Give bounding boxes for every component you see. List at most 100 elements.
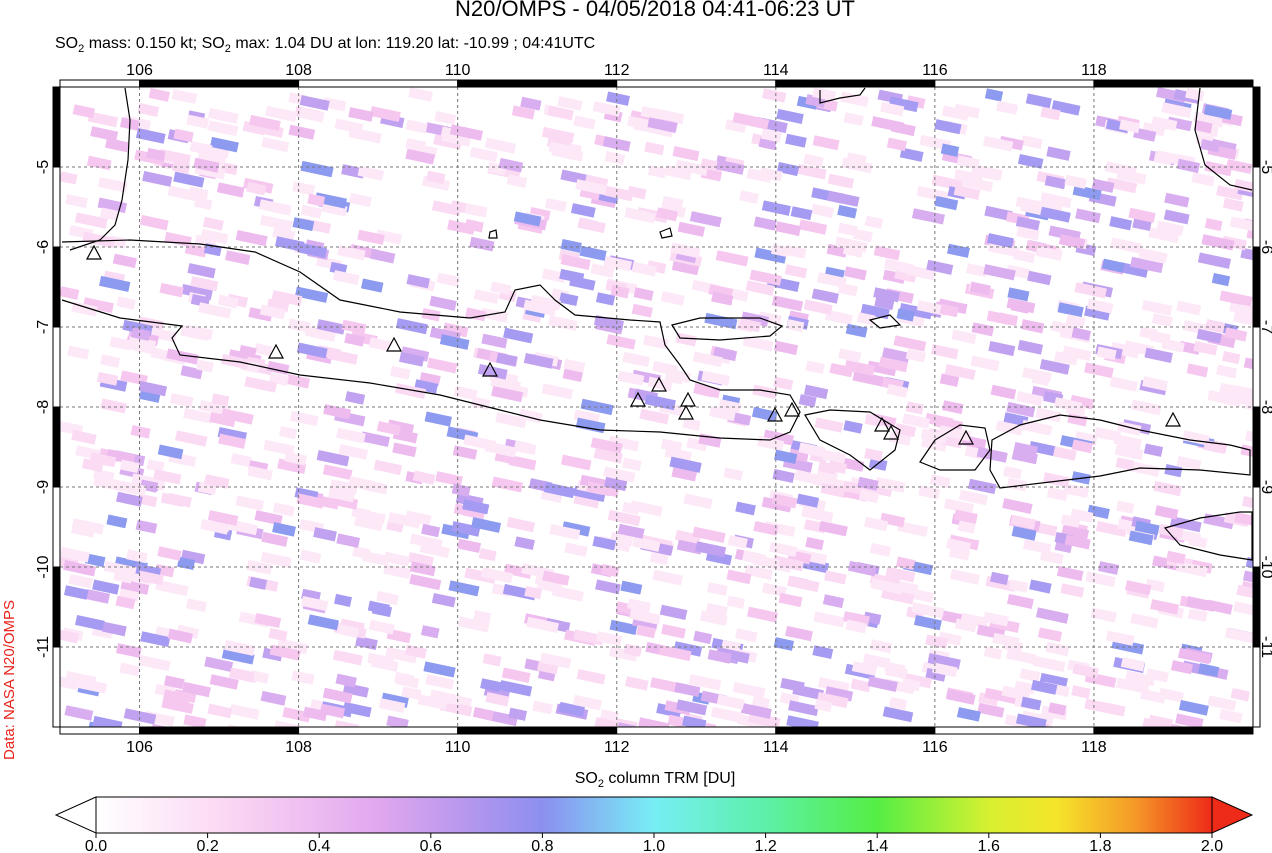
so2-pixel (784, 264, 808, 279)
so2-pixel (658, 644, 692, 662)
so2-pixel (652, 569, 683, 586)
so2-pixel (1035, 245, 1063, 261)
so2-pixel (958, 489, 989, 506)
so2-pixel (805, 536, 824, 551)
so2-pixel (943, 498, 975, 515)
so2-pixel (860, 303, 890, 320)
so2-pixel (319, 703, 346, 719)
so2-pixel (796, 163, 827, 180)
so2-pixel (344, 332, 365, 347)
so2-pixel (1151, 313, 1173, 327)
so2-pixel (409, 573, 442, 591)
so2-pixel (803, 299, 833, 315)
so2-pixel (371, 603, 393, 618)
island (488, 227, 902, 329)
y-tick-label: -8 (35, 400, 52, 414)
so2-pixel (1193, 120, 1213, 134)
so2-pixel (1128, 207, 1156, 223)
so2-pixel (1203, 104, 1233, 120)
frame-bar (52, 646, 61, 728)
so2-pixel (811, 203, 835, 218)
frame-bar (1093, 79, 1254, 88)
so2-pixel (1014, 680, 1036, 695)
so2-pixel (128, 335, 157, 352)
so2-pixel (606, 334, 636, 350)
colorbar-label-part: 2 (598, 778, 604, 790)
so2-pixel (260, 551, 292, 568)
so2-pixel (166, 348, 199, 365)
so2-pixel (207, 107, 239, 124)
frame-bar (298, 726, 459, 735)
so2-pixel (1115, 457, 1135, 471)
so2-pixel (249, 576, 268, 590)
so2-pixel (864, 516, 889, 532)
so2-pixel (984, 687, 1017, 704)
so2-pixel (1010, 300, 1031, 314)
so2-pixel (439, 334, 470, 350)
so2-pixel (716, 647, 750, 664)
so2-pixel (881, 347, 910, 363)
so2-pixel (161, 697, 194, 714)
so2-pixel (856, 312, 876, 326)
so2-pixel (246, 181, 267, 196)
so2-pixel (360, 431, 390, 448)
so2-pixel (711, 291, 734, 306)
so2-pixel (572, 694, 603, 711)
so2-pixel (307, 193, 326, 207)
so2-pixel (984, 88, 1004, 102)
frame-bar (616, 79, 777, 88)
so2-pixel (1229, 216, 1253, 233)
x-tick-label: 110 (445, 739, 471, 756)
so2-pixel (532, 700, 553, 715)
so2-pixel (102, 621, 127, 637)
so2-pixel (911, 208, 945, 225)
so2-pixel (355, 635, 378, 650)
so2-pixel (369, 106, 401, 122)
so2-pixel (491, 476, 524, 493)
so2-pixel (1177, 647, 1212, 665)
volcano-marker (85, 244, 1182, 445)
so2-pixel (1161, 102, 1192, 119)
so2-pixel (692, 351, 723, 368)
so2-pixel (1021, 419, 1053, 436)
so2-pixel (60, 171, 78, 185)
so2-pixel (837, 222, 858, 237)
so2-pixel (464, 203, 488, 218)
so2-pixel (216, 182, 245, 198)
so2-pixel (692, 526, 726, 544)
so2-pixel (744, 564, 773, 580)
so2-pixel (314, 192, 347, 209)
x-tick-label: 106 (126, 739, 153, 756)
so2-pixel (1130, 461, 1161, 477)
so2-pixel (125, 549, 148, 564)
so2-pixel (138, 380, 168, 397)
so2-pixel (1236, 584, 1253, 601)
so2-pixel (190, 276, 219, 292)
so2-pixel (503, 327, 534, 344)
so2-pixel (995, 100, 1019, 115)
so2-pixel (688, 674, 722, 691)
so2-pixel (64, 705, 94, 721)
so2-pixel (96, 371, 119, 386)
so2-pixel (74, 212, 108, 229)
so2-pixel (1098, 561, 1120, 575)
so2-pixel (620, 580, 643, 595)
so2-pixel (822, 594, 845, 609)
so2-pixel (186, 598, 208, 613)
so2-pixel (175, 430, 208, 447)
so2-pixel (988, 341, 1016, 357)
so2-pixel (228, 667, 256, 683)
so2-pixel (616, 722, 637, 727)
so2-pixel (406, 274, 430, 289)
frame-bar (52, 406, 61, 488)
so2-pixel (1114, 444, 1139, 460)
so2-pixels (60, 87, 1253, 727)
so2-pixel (337, 245, 366, 261)
so2-pixel (995, 420, 1024, 436)
so2-pixel (878, 356, 909, 373)
so2-pixel (65, 193, 88, 209)
so2-pixel (469, 146, 499, 163)
so2-pixel (735, 628, 758, 643)
so2-pixel (304, 325, 337, 342)
so2-pixel (464, 567, 497, 584)
